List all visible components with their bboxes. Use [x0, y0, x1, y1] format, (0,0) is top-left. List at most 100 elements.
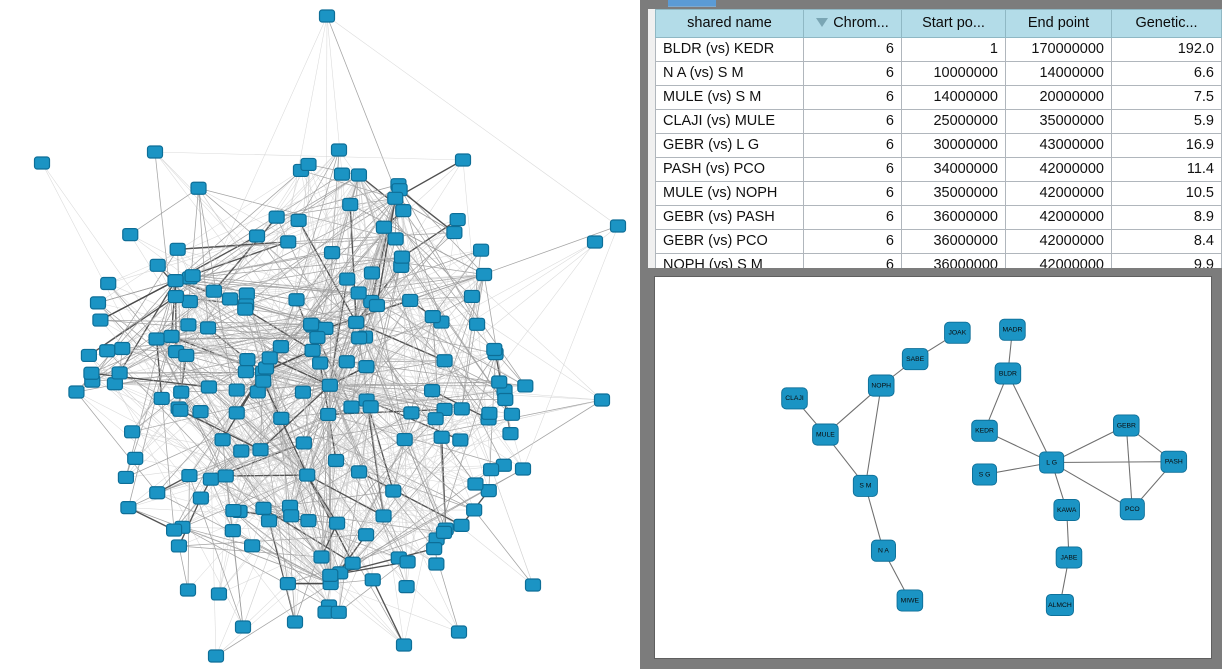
node-shape[interactable]	[295, 436, 312, 450]
node-shape[interactable]	[350, 286, 367, 300]
node-shape[interactable]	[1160, 450, 1188, 473]
main-network-node[interactable]	[329, 516, 346, 530]
main-network-node[interactable]	[302, 317, 320, 331]
node-shape[interactable]	[472, 243, 490, 257]
main-network-node[interactable]	[279, 577, 296, 591]
main-network-node[interactable]	[468, 317, 486, 331]
node-shape[interactable]	[117, 470, 135, 485]
main-network-node[interactable]	[393, 250, 411, 264]
main-network-edge[interactable]	[131, 164, 309, 432]
main-network-node[interactable]	[200, 380, 218, 394]
sub-network-node[interactable]: ALMCH	[1045, 593, 1074, 616]
main-network-node[interactable]	[237, 302, 254, 316]
table-row[interactable]: MULE (vs) NOPH 6 35000000 42000000 10.5	[655, 181, 1222, 206]
main-network-edge[interactable]	[189, 249, 482, 302]
main-network-edge[interactable]	[329, 385, 408, 563]
main-network-edge[interactable]	[156, 338, 338, 524]
cell-chrom[interactable]: 6	[803, 37, 902, 62]
main-network-node[interactable]	[395, 204, 412, 218]
main-network-edge[interactable]	[349, 204, 475, 511]
cell-genetic[interactable]: 5.9	[1111, 109, 1222, 134]
node-shape[interactable]	[852, 474, 878, 497]
cell-genetic[interactable]: 10.5	[1111, 181, 1222, 206]
table-row[interactable]: GEBR (vs) PASH 6 36000000 42000000 8.9	[655, 205, 1222, 230]
main-network-edge[interactable]	[306, 250, 482, 476]
node-shape[interactable]	[179, 583, 197, 597]
main-network-edge[interactable]	[257, 391, 289, 584]
main-network-node[interactable]	[426, 541, 443, 556]
main-network-edge[interactable]	[88, 355, 331, 584]
main-network-node[interactable]	[364, 573, 381, 587]
main-network-node[interactable]	[120, 501, 137, 515]
main-network-edge[interactable]	[181, 249, 482, 393]
node-shape[interactable]	[329, 516, 346, 530]
node-shape[interactable]	[901, 348, 929, 371]
node-shape[interactable]	[288, 293, 305, 307]
main-network-edge[interactable]	[240, 174, 360, 452]
node-shape[interactable]	[344, 556, 361, 570]
node-shape[interactable]	[423, 384, 441, 398]
node-shape[interactable]	[426, 541, 443, 556]
main-network-node[interactable]	[486, 342, 503, 357]
main-network-node[interactable]	[100, 276, 117, 291]
cell-chrom[interactable]: 6	[803, 85, 902, 110]
main-network-edge[interactable]	[131, 149, 340, 432]
main-network-node[interactable]	[433, 430, 450, 444]
main-network-node[interactable]	[322, 568, 339, 582]
main-network-edge[interactable]	[156, 338, 227, 477]
main-network-edge[interactable]	[91, 373, 462, 526]
main-network-edge[interactable]	[329, 184, 399, 386]
main-network-node[interactable]	[454, 153, 472, 167]
main-network-node[interactable]	[288, 293, 305, 307]
main-network-node[interactable]	[280, 235, 297, 249]
main-network-edge[interactable]	[310, 324, 445, 533]
cell-end-point[interactable]: 42000000	[1005, 205, 1112, 230]
main-network-edge[interactable]	[256, 174, 360, 237]
main-network-node[interactable]	[300, 157, 317, 172]
main-network-node[interactable]	[169, 242, 186, 256]
node-shape[interactable]	[1119, 498, 1145, 521]
main-network-edge[interactable]	[213, 291, 296, 623]
node-shape[interactable]	[322, 568, 339, 582]
main-network-node[interactable]	[482, 463, 500, 477]
node-shape[interactable]	[279, 577, 296, 591]
main-network-node[interactable]	[387, 232, 404, 246]
main-network-node[interactable]	[375, 509, 392, 523]
main-network-node[interactable]	[304, 343, 321, 357]
main-network-node[interactable]	[350, 286, 367, 300]
node-shape[interactable]	[320, 407, 337, 422]
main-network-edge[interactable]	[376, 305, 437, 539]
cell-chrom[interactable]: 6	[803, 205, 902, 230]
node-shape[interactable]	[180, 318, 197, 332]
sub-network-viewport[interactable]: JOAK SABE NOPH CLAJI MULE S M N A MIWE MADR BLDR K…	[654, 276, 1212, 659]
main-network-node[interactable]	[225, 503, 242, 518]
node-shape[interactable]	[192, 405, 209, 419]
main-network-edge[interactable]	[276, 184, 399, 218]
node-shape[interactable]	[393, 250, 411, 264]
node-shape[interactable]	[375, 220, 393, 234]
main-network-edge[interactable]	[130, 234, 462, 410]
main-network-edge[interactable]	[400, 266, 505, 466]
main-network-edge[interactable]	[192, 275, 253, 546]
node-shape[interactable]	[358, 360, 375, 374]
main-network-node[interactable]	[330, 143, 348, 157]
node-shape[interactable]	[449, 212, 466, 227]
main-network-edge[interactable]	[128, 336, 172, 508]
main-network-node[interactable]	[368, 298, 386, 313]
sub-network-node[interactable]: PCO	[1119, 498, 1145, 521]
main-network-edge[interactable]	[358, 292, 412, 414]
main-network-edge[interactable]	[157, 492, 331, 584]
node-shape[interactable]	[1055, 546, 1083, 569]
sub-network-node[interactable]: JOAK	[944, 321, 971, 344]
main-network-node[interactable]	[313, 550, 330, 564]
main-network-edge[interactable]	[358, 471, 462, 526]
node-shape[interactable]	[80, 348, 98, 363]
node-shape[interactable]	[221, 292, 239, 306]
node-shape[interactable]	[313, 550, 330, 564]
main-network-node[interactable]	[244, 539, 261, 553]
node-shape[interactable]	[781, 387, 808, 410]
table-row[interactable]: N A (vs) S M 6 10000000 14000000 6.6	[655, 61, 1222, 86]
main-network-nodes[interactable]	[33, 9, 627, 663]
main-network-node[interactable]	[491, 375, 508, 389]
main-network-node[interactable]	[497, 392, 514, 407]
